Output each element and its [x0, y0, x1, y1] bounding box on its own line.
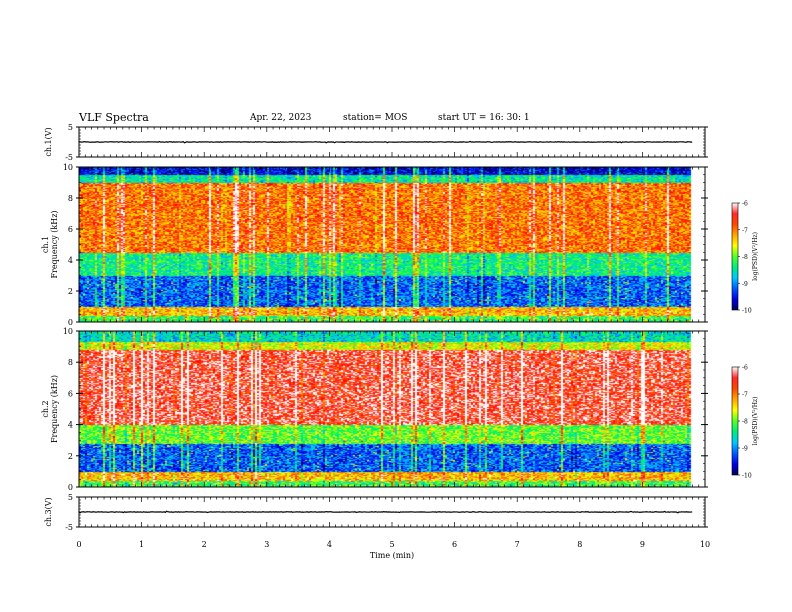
x-tick-label: 1: [139, 540, 144, 549]
x-tick-label: 0: [76, 540, 81, 549]
x-tick-label: 4: [327, 540, 332, 549]
y-tick-label: 2: [68, 452, 73, 461]
colorbar-tick-label: -8: [742, 419, 748, 426]
colorbar-tick-label: -6: [742, 201, 748, 208]
y-tick-label: 5: [68, 123, 73, 132]
ch2-spectrogram-ylabel: ch.2: [41, 400, 50, 417]
x-tick-label: 9: [640, 540, 645, 549]
y-tick-label: 8: [68, 194, 73, 203]
ch1-spectrogram-colorbar-label: log(PSD)(V²/Hz): [752, 232, 759, 281]
ch3-waveform-ylabel: ch.3(V): [44, 497, 53, 526]
date-label: Apr. 22, 2023: [250, 113, 312, 123]
colorbar-tick-label: -7: [742, 392, 748, 399]
ch1-spectrogram-colorbar: [731, 202, 739, 311]
colorbar-tick-label: -9: [742, 446, 748, 453]
y-tick-label: 6: [68, 225, 73, 234]
ch1-spectrogram-image: [79, 167, 705, 322]
y-tick-label: 10: [63, 163, 73, 172]
y-tick-label: 2: [68, 287, 73, 296]
ch1-waveform-ylabel: ch.1(V): [44, 127, 53, 156]
y-tick-label: 4: [68, 256, 73, 265]
ch1-spectrogram-ylabel: ch.1: [41, 236, 50, 253]
ch2-spectrogram-freq-label: Frequency (kHz): [50, 375, 59, 443]
start-time-label: start UT = 16: 30: 1: [438, 113, 530, 123]
station-label: station= MOS: [343, 113, 408, 123]
x-tick-label: 6: [452, 540, 457, 549]
colorbar-tick-label: -10: [742, 473, 752, 480]
colorbar-tick-label: -8: [742, 254, 748, 261]
colorbar-tick-label: -10: [742, 308, 752, 315]
x-tick-label: 10: [700, 540, 710, 549]
y-tick-label: 5: [68, 493, 73, 502]
x-tick-label: 7: [515, 540, 520, 549]
x-tick-label: 3: [264, 540, 269, 549]
x-axis-label: Time (min): [370, 551, 414, 560]
y-tick-label: 0: [68, 483, 73, 492]
ch2-spectrogram-colorbar: [731, 366, 739, 476]
chart-title: VLF Spectra: [79, 111, 149, 124]
y-tick-label: 0: [68, 318, 73, 327]
ch2-spectrogram-colorbar-label: log(PSD)(V²/Hz): [752, 397, 759, 446]
y-tick-label: 8: [68, 358, 73, 367]
ch2-spectrogram-image: [79, 331, 705, 487]
ch3-waveform-trace: [78, 510, 693, 514]
y-tick-label: 4: [68, 421, 73, 430]
x-tick-label: 8: [577, 540, 582, 549]
y-tick-label: -5: [65, 523, 73, 532]
ch1-waveform-trace: [78, 140, 693, 144]
y-tick-label: -5: [65, 153, 73, 162]
colorbar-tick-label: -6: [742, 365, 748, 372]
ch1-spectrogram-freq-label: Frequency (kHz): [50, 210, 59, 278]
y-tick-label: 10: [63, 327, 73, 336]
x-tick-label: 5: [389, 540, 394, 549]
colorbar-tick-label: -9: [742, 281, 748, 288]
y-tick-label: 6: [68, 389, 73, 398]
x-tick-label: 2: [202, 540, 207, 549]
colorbar-tick-label: -7: [742, 227, 748, 234]
